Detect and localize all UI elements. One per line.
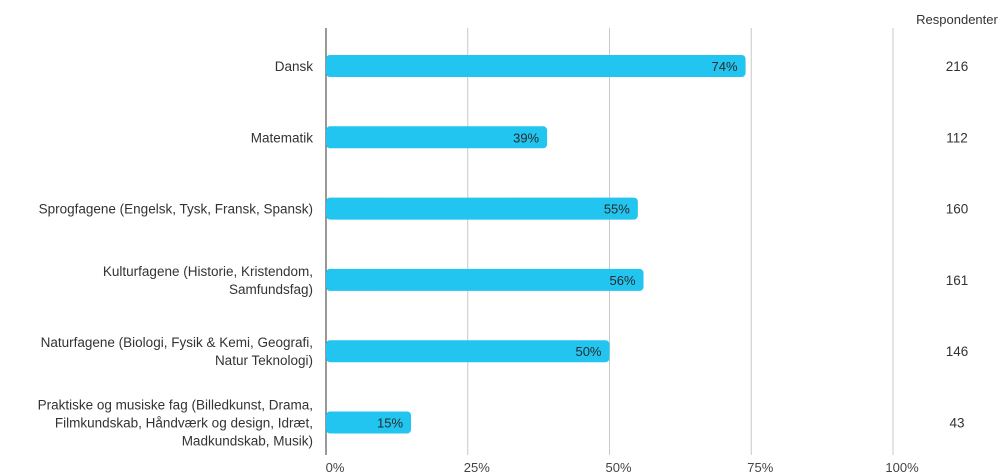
- respondents-value: 160: [946, 202, 969, 217]
- category-label: Praktiske og musiske fag (Billedkunst, D…: [38, 398, 313, 449]
- category-label: Sprogfagene (Engelsk, Tysk, Fransk, Span…: [39, 202, 313, 217]
- bar-value-label: 74%: [712, 59, 738, 74]
- x-tick-label: 75%: [747, 460, 773, 475]
- respondents-header: Respondenter: [916, 12, 998, 27]
- bar: [326, 197, 638, 220]
- bar: [326, 126, 548, 149]
- bar-value-label: 50%: [575, 344, 601, 359]
- bar-value-label: 15%: [377, 416, 403, 431]
- respondents-value: 43: [949, 416, 964, 431]
- category-label: Naturfagene (Biologi, Fysik & Kemi, Geog…: [41, 335, 313, 368]
- bar: [326, 411, 412, 434]
- bar: [326, 340, 610, 363]
- category-label: Dansk: [275, 59, 314, 74]
- respondents-value: 216: [946, 59, 969, 74]
- bar: [326, 55, 746, 77]
- bar-value-label: 56%: [609, 273, 635, 288]
- bar-value-label: 55%: [604, 202, 630, 217]
- category-label: Kulturfagene (Historie, Kristendom, Samfu…: [103, 264, 313, 297]
- respondents-value: 161: [946, 273, 969, 288]
- bar-value-label: 39%: [513, 130, 539, 145]
- x-tick-label: 0%: [326, 460, 345, 475]
- respondents-value: 146: [946, 344, 969, 359]
- category-label: Matematik: [251, 130, 314, 145]
- x-tick-label: 100%: [885, 460, 919, 475]
- x-tick-label: 25%: [464, 460, 490, 475]
- bar: [326, 268, 644, 291]
- respondents-value: 112: [946, 130, 968, 145]
- x-tick-label: 50%: [605, 460, 631, 475]
